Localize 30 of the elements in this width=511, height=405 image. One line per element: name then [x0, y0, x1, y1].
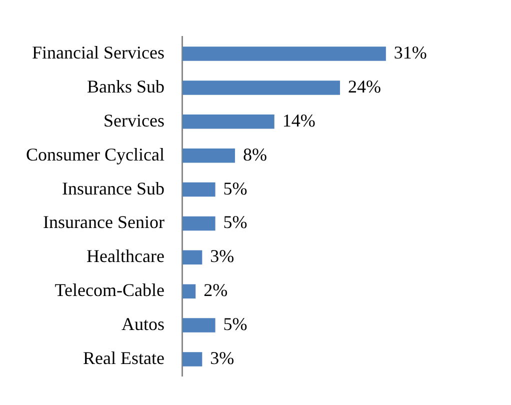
bar: [182, 284, 196, 298]
y-tick-label: Healthcare: [86, 246, 164, 266]
data-label: 3%: [210, 348, 234, 368]
y-tick-label: Telecom-Cable: [54, 280, 164, 300]
bar: [182, 80, 340, 95]
bar: [182, 216, 216, 231]
y-tick-label: Financial Services: [32, 42, 164, 63]
data-label: 5%: [223, 212, 248, 232]
y-tick-label: Insurance Sub: [62, 178, 164, 198]
data-label: 24%: [348, 76, 381, 96]
y-tick-label: Banks Sub: [86, 76, 164, 96]
data-label: 3%: [210, 246, 234, 266]
data-label: 2%: [204, 280, 228, 300]
bar: [182, 352, 202, 366]
bar: [182, 148, 235, 163]
y-tick-label: Consumer Cyclical: [26, 144, 164, 164]
data-label: 31%: [394, 42, 427, 63]
y-tick-label: Services: [103, 110, 164, 130]
bar: [182, 46, 386, 61]
y-tick-label: Insurance Senior: [43, 212, 164, 232]
bar: [182, 318, 216, 332]
bar: [182, 114, 274, 129]
data-label: 8%: [242, 144, 267, 164]
data-label: 5%: [223, 178, 248, 198]
data-label: 5%: [223, 314, 248, 334]
bar: [182, 250, 202, 265]
data-label: 14%: [282, 110, 316, 130]
y-tick-label: Real Estate: [83, 348, 164, 368]
bar: [182, 182, 216, 197]
y-tick-label: Autos: [121, 314, 164, 334]
